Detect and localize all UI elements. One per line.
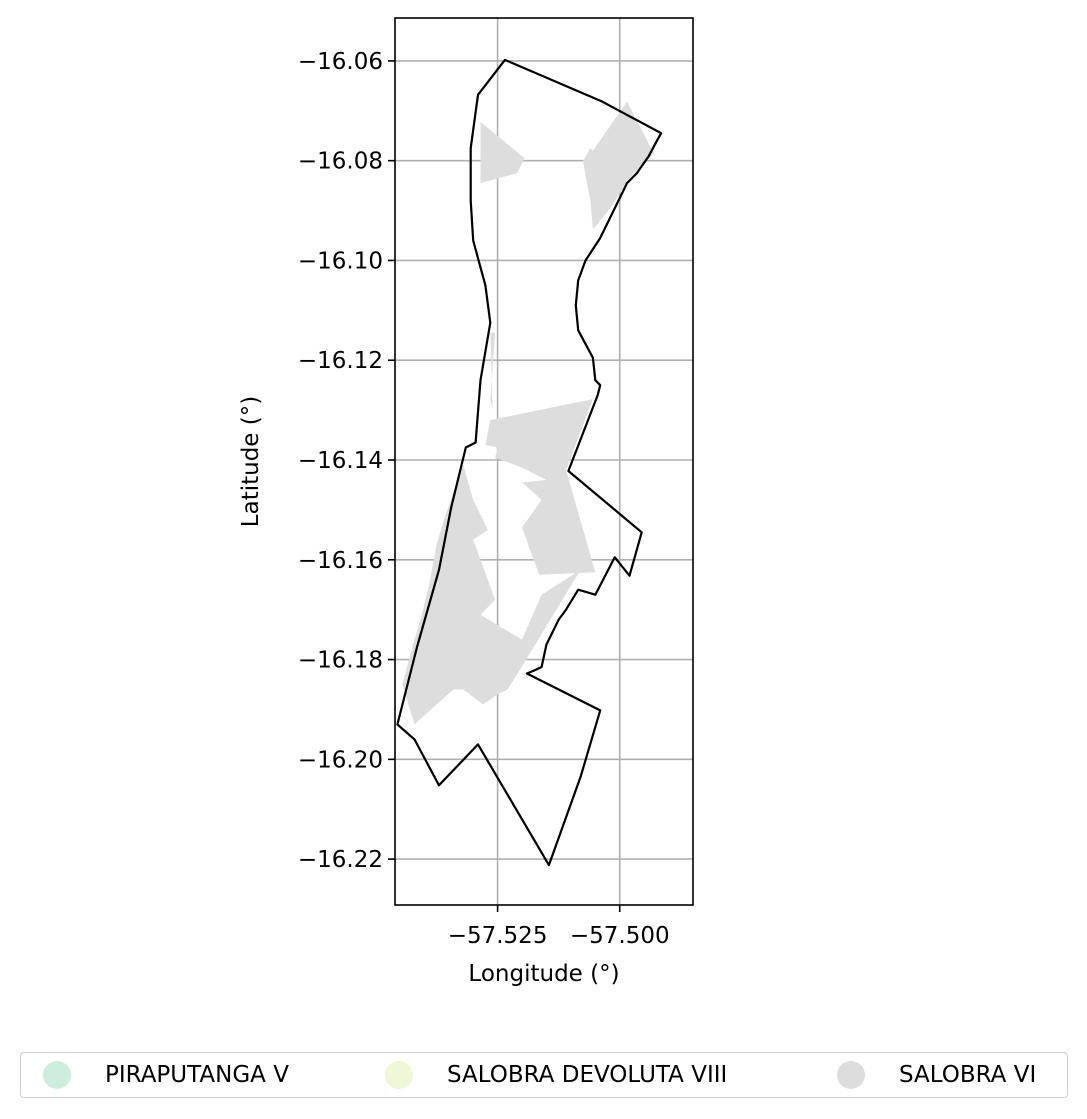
salobra-vi-parcel (490, 333, 495, 410)
y-tick-label: −16.12 (298, 348, 383, 374)
y-axis-label: Latitude (°) (238, 396, 264, 527)
legend-swatch-salobra-devoluta-viii (385, 1061, 413, 1089)
legend-swatch-piraputanga-v (43, 1061, 71, 1089)
y-tick-label: −16.18 (298, 648, 383, 674)
legend-item-piraputanga-v: PIRAPUTANGA V (43, 1053, 289, 1097)
salobra-vi-patches (402, 102, 654, 725)
y-tick-label: −16.08 (298, 149, 383, 175)
y-tick-label: −16.06 (298, 49, 383, 75)
legend: PIRAPUTANGA V SALOBRA DEVOLUTA VIII SALO… (20, 1052, 1068, 1098)
legend-label-salobra-devoluta-viii: SALOBRA DEVOLUTA VIII (447, 1062, 727, 1088)
salobra-vi-parcel (481, 122, 525, 183)
y-tick-label: −16.22 (298, 847, 383, 873)
x-tick-label: −57.525 (448, 923, 548, 949)
legend-label-piraputanga-v: PIRAPUTANGA V (105, 1062, 289, 1088)
legend-label-salobra-vi: SALOBRA VI (899, 1062, 1036, 1088)
y-tick-label: −16.16 (298, 548, 383, 574)
y-tick-label: −16.20 (298, 747, 383, 773)
x-tick-label: −57.500 (570, 923, 670, 949)
legend-swatch-salobra-vi (837, 1061, 865, 1089)
salobra-vi-parcel (485, 399, 595, 575)
x-axis-label: Longitude (°) (468, 961, 619, 987)
legend-item-salobra-devoluta-viii: SALOBRA DEVOLUTA VIII (385, 1053, 727, 1097)
y-tick-label: −16.14 (298, 448, 383, 474)
legend-item-salobra-vi: SALOBRA VI (837, 1053, 1036, 1097)
y-tick-label: −16.10 (298, 248, 383, 274)
